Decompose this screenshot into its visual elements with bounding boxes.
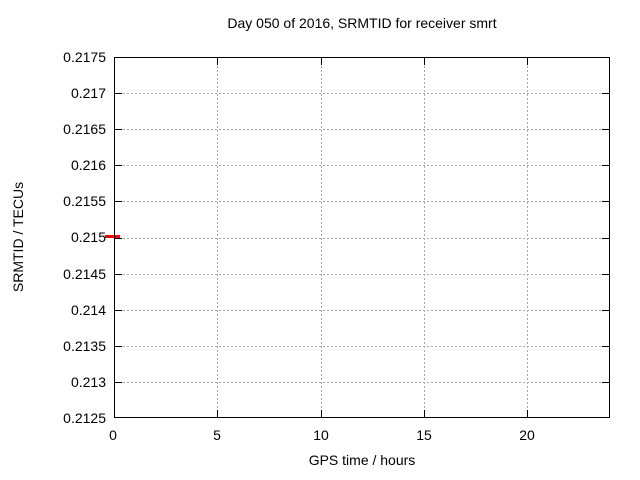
x-tick-top [321, 58, 322, 65]
y-tick-left [115, 238, 122, 239]
y-tick-label: 0.2125 [63, 410, 106, 426]
y-tick-right [602, 310, 609, 311]
v-gridline [527, 58, 528, 417]
y-tick-right [602, 129, 609, 130]
v-gridline [321, 58, 322, 417]
plot-area [114, 57, 610, 418]
x-tick-top [217, 58, 218, 65]
x-tick-label: 5 [213, 427, 221, 443]
x-tick-label: 20 [519, 427, 535, 443]
data-series-segment [105, 235, 120, 238]
y-tick-left [115, 93, 122, 94]
y-tick-right [602, 93, 609, 94]
y-tick-right [602, 238, 609, 239]
y-tick-label: 0.214 [70, 302, 106, 318]
x-axis-title: GPS time / hours [308, 452, 416, 468]
y-tick-right [602, 201, 609, 202]
y-tick-left [115, 346, 122, 347]
v-gridline [217, 58, 218, 417]
y-tick-label: 0.215 [70, 229, 106, 245]
v-gridline [424, 58, 425, 417]
y-tick-label: 0.2145 [63, 266, 106, 282]
h-gridline [115, 238, 609, 239]
h-gridline [115, 165, 609, 166]
y-tick-label: 0.2175 [63, 49, 106, 65]
y-tick-right [602, 274, 609, 275]
y-tick-right [602, 346, 609, 347]
y-tick-right [602, 382, 609, 383]
y-tick-label: 0.217 [70, 85, 106, 101]
y-tick-label: 0.2135 [63, 338, 106, 354]
x-tick-bottom [321, 410, 322, 417]
y-tick-left [115, 129, 122, 130]
x-tick-label: 15 [416, 427, 432, 443]
x-tick-top [527, 58, 528, 65]
h-gridline [115, 310, 609, 311]
h-gridline [115, 201, 609, 202]
h-gridline [115, 346, 609, 347]
x-tick-bottom [424, 410, 425, 417]
y-tick-label: 0.213 [70, 374, 106, 390]
y-tick-left [115, 274, 122, 275]
x-tick-label: 10 [313, 427, 329, 443]
h-gridline [115, 129, 609, 130]
y-tick-left [115, 201, 122, 202]
x-tick-label: 0 [109, 427, 117, 443]
y-tick-label: 0.216 [70, 157, 106, 173]
y-tick-label: 0.2165 [63, 121, 106, 137]
y-tick-left [115, 165, 122, 166]
y-tick-left [115, 382, 122, 383]
h-gridline [115, 93, 609, 94]
chart-title: Day 050 of 2016, SRMTID for receiver smr… [227, 15, 497, 31]
y-tick-left [115, 310, 122, 311]
h-gridline [115, 274, 609, 275]
h-gridline [115, 382, 609, 383]
y-tick-label: 0.2155 [63, 193, 106, 209]
y-tick-right [602, 165, 609, 166]
x-tick-top [424, 58, 425, 65]
x-tick-bottom [527, 410, 528, 417]
x-tick-bottom [217, 410, 218, 417]
